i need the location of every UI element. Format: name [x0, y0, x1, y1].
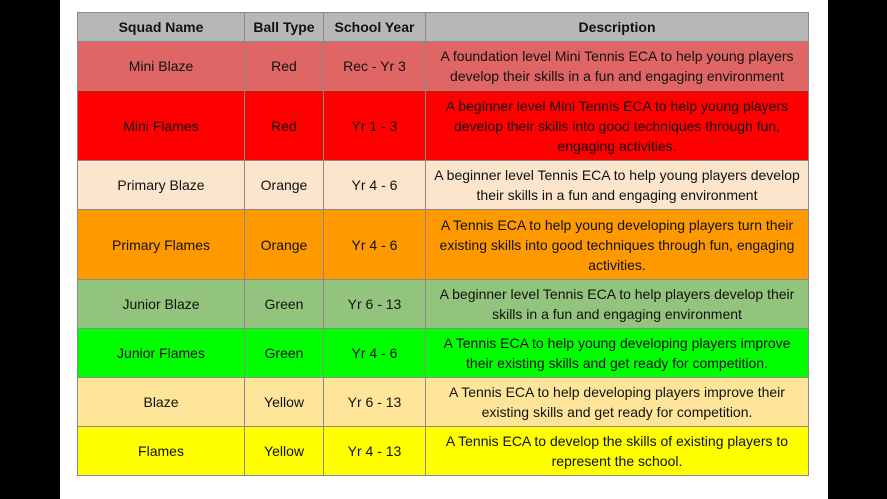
- cell-school-year: Yr 4 - 6: [323, 209, 426, 280]
- squads-table: Squad Name Ball Type School Year Descrip…: [77, 12, 809, 476]
- cell-school-year: Yr 6 - 13: [323, 279, 426, 329]
- cell-ball-type: Yellow: [244, 377, 324, 427]
- cell-squad-name: Primary Flames: [77, 209, 245, 280]
- cell-ball-type: Orange: [244, 209, 324, 280]
- cell-description: A Tennis ECA to help young developing pl…: [425, 328, 809, 378]
- cell-school-year: Yr 6 - 13: [323, 377, 426, 427]
- cell-ball-type: Orange: [244, 160, 324, 210]
- cell-school-year: Rec - Yr 3: [323, 41, 426, 91]
- cell-squad-name: Blaze: [77, 377, 245, 427]
- cell-school-year: Yr 4 - 6: [323, 160, 426, 210]
- cell-school-year: Yr 4 - 6: [323, 328, 426, 378]
- cell-school-year: Yr 1 - 3: [323, 90, 426, 161]
- cell-ball-type: Green: [244, 328, 324, 378]
- cell-description: A beginner level Tennis ECA to help play…: [425, 279, 809, 329]
- cell-ball-type: Yellow: [244, 426, 324, 476]
- cell-ball-type: Green: [244, 279, 324, 329]
- cell-squad-name: Primary Blaze: [77, 160, 245, 210]
- cell-school-year: Yr 4 - 13: [323, 426, 426, 476]
- table-row: Junior Blaze Green Yr 6 - 13 A beginner lev…: [77, 279, 809, 329]
- cell-squad-name: Junior Flames: [77, 328, 245, 378]
- header-row: Squad Name Ball Type School Year Descrip…: [77, 12, 809, 42]
- header-school-year: School Year: [323, 12, 426, 42]
- table-row: Blaze Yellow Yr 6 - 13 A Tennis ECA to help…: [77, 377, 809, 427]
- page: Squad Name Ball Type School Year Descrip…: [60, 0, 828, 499]
- cell-squad-name: Mini Blaze: [77, 41, 245, 91]
- cell-description: A beginner level Mini Tennis ECA to help…: [425, 90, 809, 161]
- cell-description: A Tennis ECA to help young developing pl…: [425, 209, 809, 280]
- header-ball-type: Ball Type: [244, 12, 324, 42]
- cell-squad-name: Junior Blaze: [77, 279, 245, 329]
- cell-description: A Tennis ECA to help developing players …: [425, 377, 809, 427]
- table-row: Flames Yellow Yr 4 - 13 A Tennis ECA to dev…: [77, 426, 809, 476]
- cell-description: A Tennis ECA to develop the skills of ex…: [425, 426, 809, 476]
- cell-ball-type: Red: [244, 90, 324, 161]
- cell-ball-type: Red: [244, 41, 324, 91]
- header-squad-name: Squad Name: [77, 12, 245, 42]
- cell-description: A beginner level Tennis ECA to help youn…: [425, 160, 809, 210]
- cell-squad-name: Flames: [77, 426, 245, 476]
- cell-squad-name: Mini Flames: [77, 90, 245, 161]
- cell-description: A foundation level Mini Tennis ECA to he…: [425, 41, 809, 91]
- header-description: Description: [425, 12, 809, 42]
